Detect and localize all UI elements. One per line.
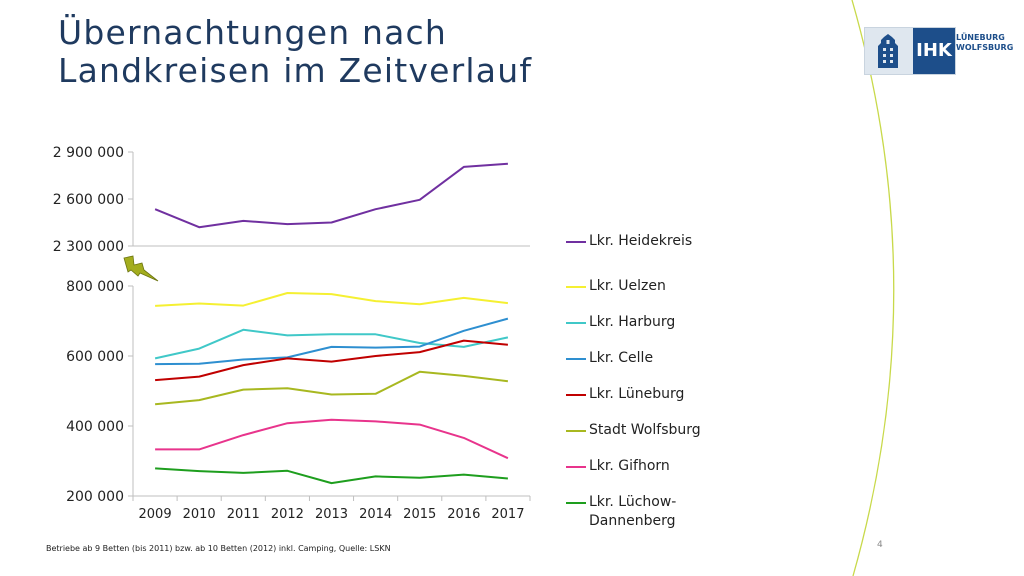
series-line: [155, 418, 509, 460]
x-tick-label: 2015: [403, 507, 436, 522]
legend-label: Lkr. Gifhorn: [589, 458, 670, 474]
series-line: [155, 339, 508, 382]
axis-break-icon: [123, 255, 159, 282]
x-tick-label: 2017: [491, 507, 524, 522]
legend-item: Stadt Wolfsburg: [566, 421, 749, 440]
series-line: [154, 328, 509, 360]
logo-mark: IHK: [913, 28, 955, 74]
legend-swatch: [566, 286, 586, 288]
logo-text: LÜNEBURG WOLFSBURG: [956, 33, 1013, 53]
x-tick-label: 2011: [227, 507, 260, 522]
legend-item: Lkr. Heidekreis: [566, 232, 749, 251]
legend-item: Lkr. Gifhorn: [566, 457, 749, 476]
legend-item: Lkr. Lüneburg: [566, 385, 749, 404]
legend-label: Lkr. Uelzen: [589, 278, 666, 294]
legend-label: Lkr. Heidekreis: [589, 233, 693, 249]
logo-line-2: WOLFSBURG: [956, 43, 1014, 52]
legend-item: Lkr. Lüchow- Dannenberg: [566, 493, 749, 531]
legend-label: Lkr. Harburg: [589, 314, 676, 330]
title-line-2: Landkreisen im Zeitverlauf: [58, 51, 533, 90]
page-number: 4: [877, 540, 883, 550]
legend-label: Lkr. Lüchow- Dannenberg: [589, 494, 677, 529]
legend-swatch: [566, 394, 586, 396]
series-line: [155, 317, 509, 366]
logo-line-1: LÜNEBURG: [956, 33, 1005, 42]
x-tick-label: 2010: [183, 507, 216, 522]
series-line: [155, 370, 509, 406]
x-tick-label: 2012: [271, 507, 304, 522]
legend-item: Lkr. Celle: [566, 349, 749, 368]
legend-swatch: [566, 466, 586, 468]
lower-y-tick-label: 600 000: [66, 349, 124, 365]
x-tick-label: 2014: [359, 507, 392, 522]
series-line: [154, 162, 508, 229]
lower-y-tick-label: 200 000: [66, 489, 124, 505]
legend-swatch: [566, 502, 586, 504]
building-icon: [878, 34, 898, 68]
legend-item: Lkr. Uelzen: [566, 277, 749, 296]
legend-swatch: [566, 241, 586, 243]
legend-label: Stadt Wolfsburg: [589, 422, 701, 438]
title-line-1: Übernachtungen nach: [58, 13, 448, 52]
legend-swatch: [566, 358, 586, 360]
page-title: Übernachtungen nach Landkreisen im Zeitv…: [58, 14, 618, 90]
x-tick-label: 2016: [447, 507, 480, 522]
lower-y-tick-label: 400 000: [66, 419, 124, 435]
legend-swatch: [566, 322, 586, 324]
x-tick-label: 2013: [315, 507, 348, 522]
legend-label: Lkr. Lüneburg: [589, 386, 685, 402]
legend-swatch: [566, 430, 586, 432]
upper-y-tick-label: 2 300 000: [53, 239, 124, 255]
x-tick-label: 2009: [139, 507, 172, 522]
ihk-logo: IHK: [864, 27, 956, 75]
lower-y-tick-label: 800 000: [66, 279, 124, 295]
upper-y-tick-label: 2 600 000: [53, 192, 124, 208]
footnote: Betriebe ab 9 Betten (bis 2011) bzw. ab …: [46, 544, 391, 553]
legend-item: Lkr. Harburg: [566, 313, 749, 332]
series-line: [155, 467, 508, 485]
series-line: [155, 292, 509, 307]
upper-y-tick-label: 2 900 000: [53, 145, 124, 161]
legend-label: Lkr. Celle: [589, 350, 654, 366]
